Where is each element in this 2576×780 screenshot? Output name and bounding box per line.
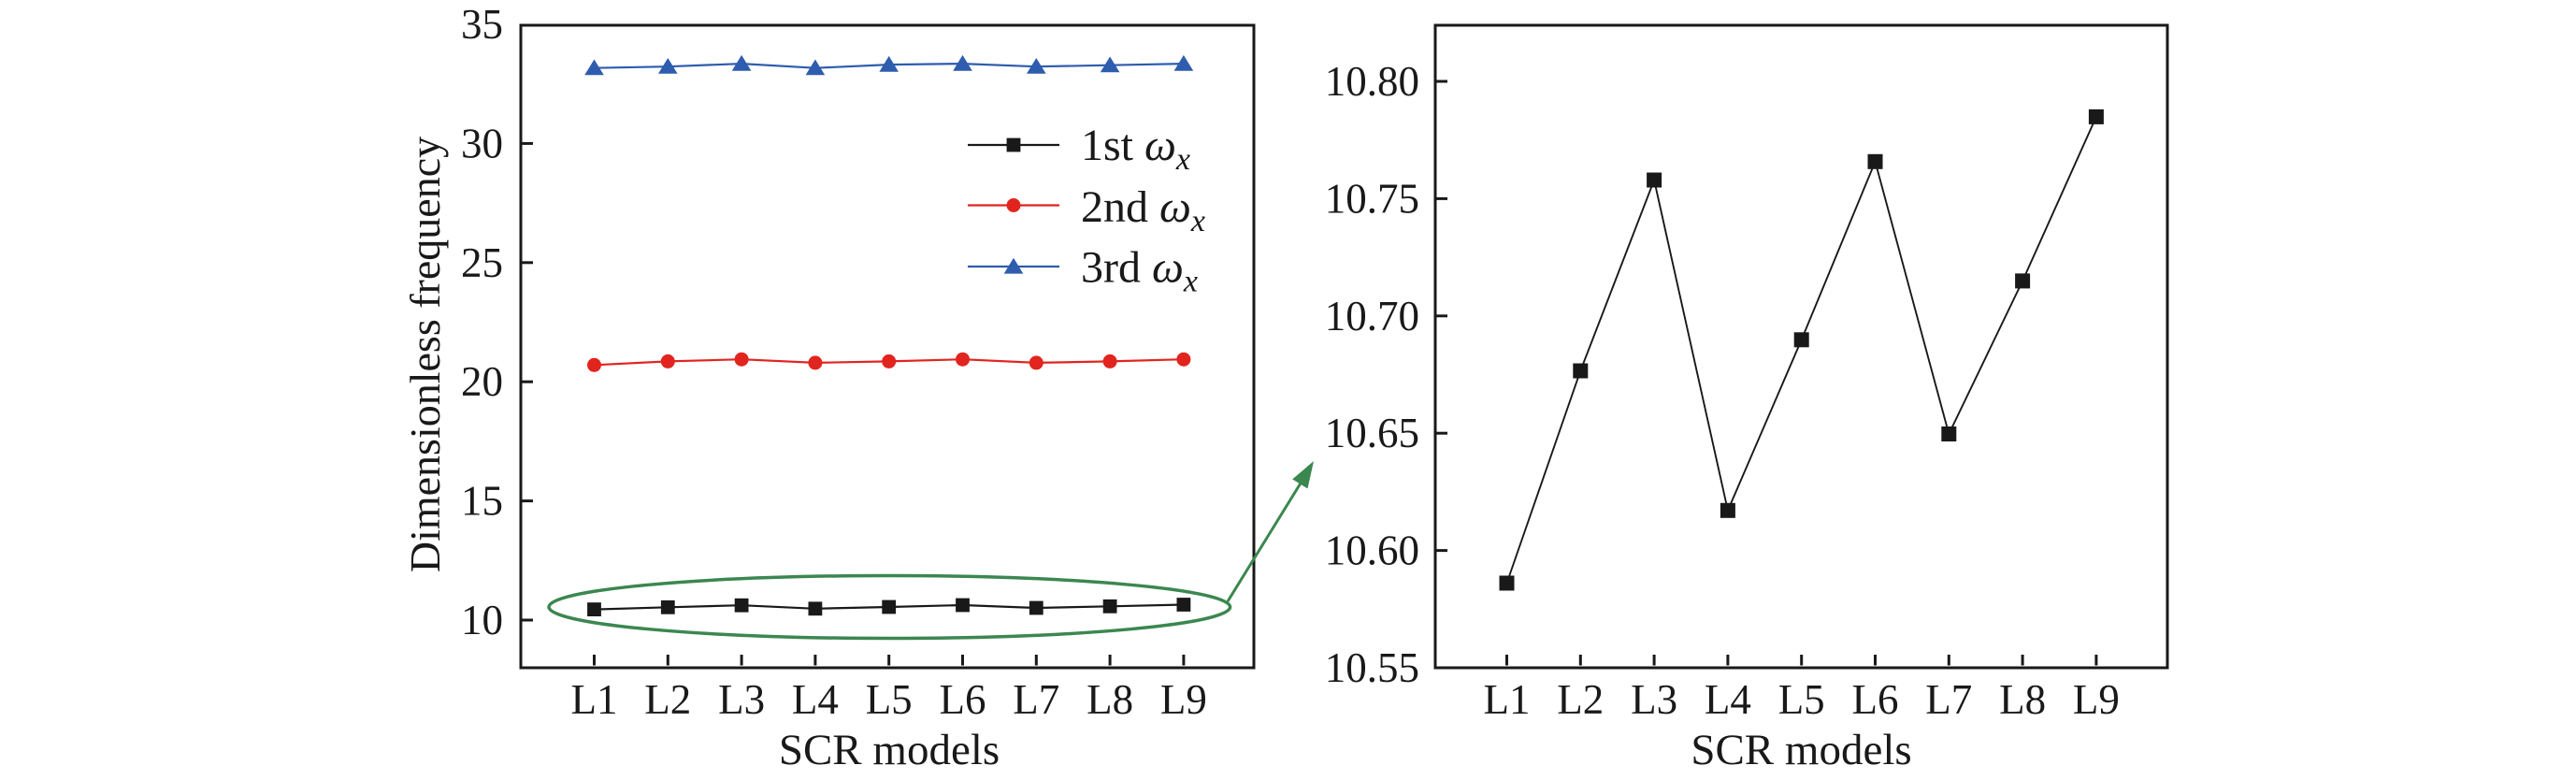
svg-text:L6: L6 [1852, 676, 1899, 723]
svg-text:L9: L9 [2073, 676, 2120, 723]
svg-text:L4: L4 [1705, 676, 1751, 723]
svg-text:L4: L4 [792, 676, 839, 723]
svg-text:L2: L2 [1557, 676, 1604, 723]
svg-text:10.55: 10.55 [1325, 644, 1419, 691]
svg-text:L7: L7 [1013, 676, 1059, 723]
svg-text:1st ωx: 1st ωx [1081, 121, 1190, 177]
svg-text:L1: L1 [571, 676, 618, 723]
svg-text:SCR models: SCR models [779, 726, 1000, 774]
svg-text:30: 30 [461, 120, 503, 166]
svg-text:L2: L2 [644, 676, 691, 723]
svg-text:10.75: 10.75 [1325, 175, 1419, 222]
svg-text:L7: L7 [1925, 676, 1972, 723]
svg-text:L5: L5 [1778, 676, 1825, 723]
svg-text:10.70: 10.70 [1325, 293, 1419, 339]
svg-text:L1: L1 [1484, 676, 1531, 723]
svg-text:10.65: 10.65 [1325, 410, 1419, 456]
svg-text:10: 10 [461, 597, 503, 643]
svg-text:10.80: 10.80 [1325, 58, 1419, 105]
svg-text:10.60: 10.60 [1325, 527, 1419, 574]
svg-text:25: 25 [461, 239, 503, 286]
svg-text:L3: L3 [718, 676, 765, 723]
svg-text:3rd ωx: 3rd ωx [1081, 243, 1198, 299]
svg-text:15: 15 [461, 478, 503, 525]
svg-text:35: 35 [461, 1, 503, 48]
svg-text:L8: L8 [1087, 676, 1133, 723]
svg-text:L8: L8 [1999, 676, 2046, 723]
svg-text:2nd ωx: 2nd ωx [1081, 182, 1205, 238]
svg-text:L3: L3 [1631, 676, 1677, 723]
svg-text:SCR models: SCR models [1691, 726, 1911, 774]
svg-text:L5: L5 [866, 676, 913, 723]
svg-text:L6: L6 [940, 676, 986, 723]
svg-text:L9: L9 [1160, 676, 1207, 723]
svg-text:20: 20 [461, 358, 503, 405]
svg-text:Dimensionless frequency: Dimensionless frequency [401, 137, 449, 572]
